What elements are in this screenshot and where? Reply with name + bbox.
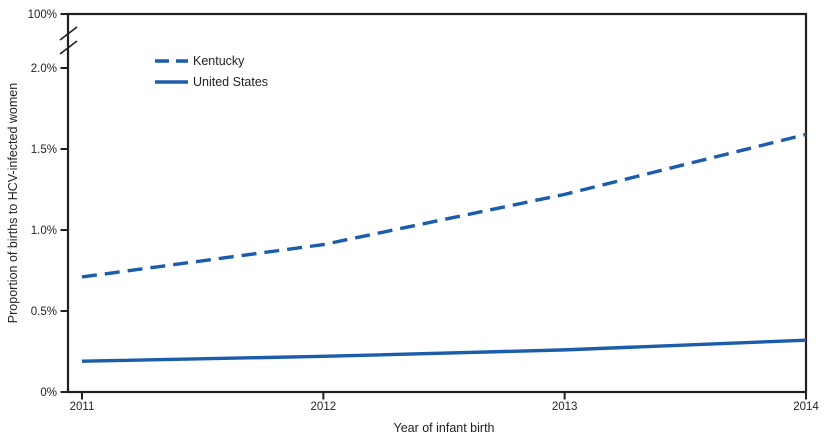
legend: Kentucky United States (155, 54, 268, 89)
legend-united-states-label: United States (193, 75, 268, 89)
x-tick-label: 2011 (70, 401, 95, 413)
series-line-united-states (81, 338, 807, 363)
plot-area: 0% 0.5% 1.0% 1.5% 2.0% 100% 2011 2012 2013 2014 (28, 9, 820, 413)
y-tick-label-top: 100% (28, 9, 57, 21)
x-tick-label: 2014 (793, 401, 819, 413)
y-axis-title: Proportion of births to HCV-infected wom… (6, 83, 20, 323)
y-tick-label: 1.0% (31, 225, 57, 237)
series-line-kentucky (81, 132, 807, 279)
y-tick-label: 1.5% (31, 144, 57, 156)
y-tick-label: 0% (40, 387, 57, 399)
x-axis-title: Year of infant birth (394, 421, 495, 435)
x-tick-label: 2012 (311, 401, 337, 413)
axis-break-slash (59, 40, 78, 55)
legend-kentucky-label: Kentucky (193, 54, 245, 68)
axis-break-slash (59, 26, 78, 41)
y-tick-label: 0.5% (31, 306, 57, 318)
plot-frame (66, 12, 808, 394)
y-tick-label: 2.0% (31, 63, 57, 75)
x-tick-label: 2013 (552, 401, 578, 413)
